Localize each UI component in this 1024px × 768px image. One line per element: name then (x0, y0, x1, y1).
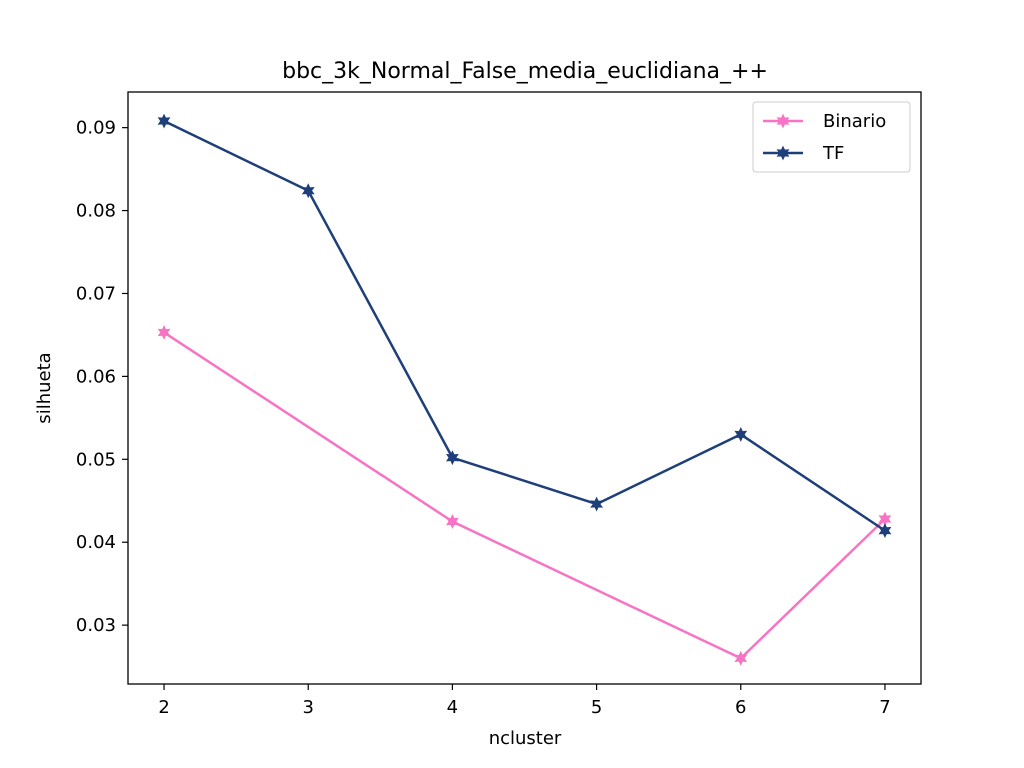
data-point-tf (157, 113, 171, 129)
y-tick-label: 0.04 (76, 532, 116, 553)
x-tick-label: 7 (879, 697, 890, 718)
series-line-binario (163, 331, 886, 660)
x-tick-label: 3 (303, 697, 314, 718)
plot-lines (157, 113, 892, 666)
legend-frame (752, 101, 911, 173)
data-point-binario (734, 650, 748, 666)
data-point-binario (157, 325, 171, 340)
data-point-tf (590, 496, 604, 512)
y-tick-label: 0.07 (76, 283, 116, 304)
x-tick-label: 5 (591, 697, 602, 718)
y-tick-label: 0.09 (76, 118, 116, 139)
series-line-tf (163, 119, 886, 532)
data-point-binario (445, 514, 459, 529)
x-tick-label: 6 (735, 697, 746, 718)
legend-label-tf: TF (822, 143, 844, 164)
y-tick-label: 0.06 (76, 366, 116, 387)
legend-marker-tf (776, 145, 790, 161)
y-tick-label: 0.05 (76, 449, 116, 470)
data-point-tf (734, 427, 748, 442)
y-axis-label: silhueta (34, 352, 55, 423)
y-tick-label: 0.08 (76, 201, 116, 222)
x-tick-label: 4 (447, 697, 458, 718)
x-tick-label: 2 (158, 697, 169, 718)
x-axis-label: ncluster (489, 728, 562, 749)
y-axis: 0.03 0.04 0.05 0.06 0.07 0.08 0.09 (76, 118, 128, 636)
plot-area-frame (127, 91, 922, 685)
chart-title: bbc_3k_Normal_False_media_euclidiana_++ (282, 59, 768, 84)
x-axis: 2 3 4 5 6 7 (158, 684, 891, 718)
legend: Binario TF (752, 101, 911, 173)
legend-marker-binario (776, 113, 790, 129)
legend-label-binario: Binario (823, 111, 886, 132)
y-tick-label: 0.03 (76, 615, 116, 636)
data-point-tf (878, 523, 892, 539)
data-point-tf (445, 450, 459, 466)
data-point-tf (301, 183, 315, 199)
